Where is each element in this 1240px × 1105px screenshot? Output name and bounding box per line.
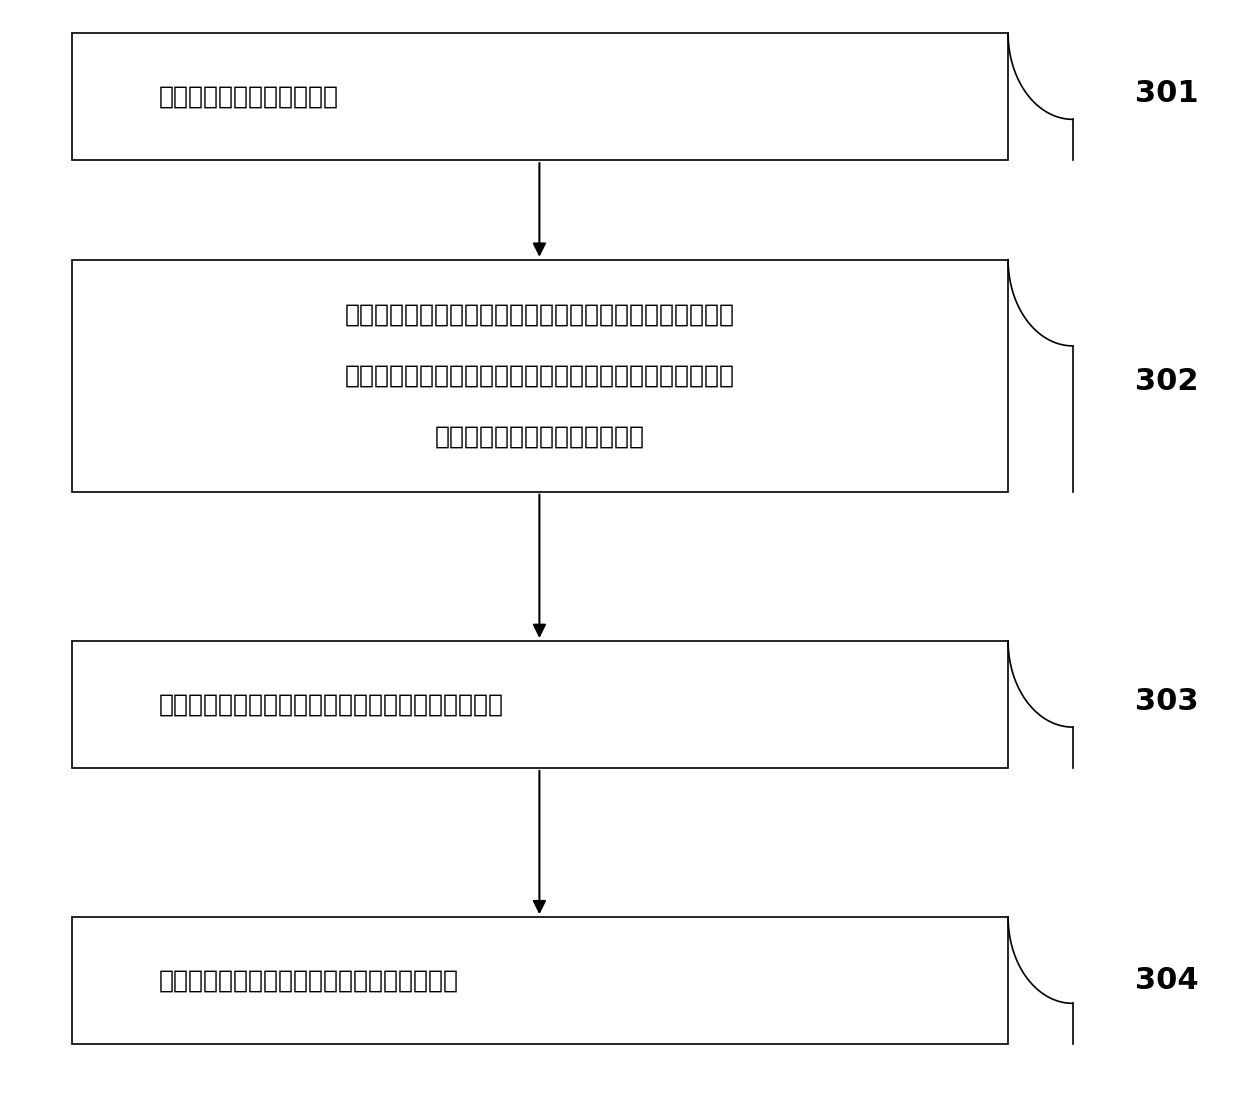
Text: 根据井口压力和第一注入压力，计算生产压差: 根据井口压力和第一注入压力，计算生产压差 xyxy=(159,969,459,992)
Text: 在向各储集体中注入流体时，测量流体的累积注入量、以及: 在向各储集体中注入流体时，测量流体的累积注入量、以及 xyxy=(345,303,735,327)
Text: 与累积注入量对应的第二注入压力；该第二注入压力为注入: 与累积注入量对应的第二注入压力；该第二注入压力为注入 xyxy=(345,364,735,388)
Text: 304: 304 xyxy=(1135,966,1198,994)
Text: 根据累积注入量和第二注入压力，确定第一注入压力: 根据累积注入量和第二注入压力，确定第一注入压力 xyxy=(159,693,503,716)
Text: 301: 301 xyxy=(1135,80,1198,108)
Bar xyxy=(72,641,1008,768)
Text: 累积注入量的流体后的注入压力: 累积注入量的流体后的注入压力 xyxy=(435,424,645,449)
Bar xyxy=(72,260,1008,492)
Bar xyxy=(72,33,1008,160)
Text: 302: 302 xyxy=(1135,367,1198,396)
Text: 303: 303 xyxy=(1135,687,1198,716)
Bar xyxy=(72,917,1008,1044)
Text: 测量注入流体前的井口压力: 测量注入流体前的井口压力 xyxy=(159,85,339,108)
